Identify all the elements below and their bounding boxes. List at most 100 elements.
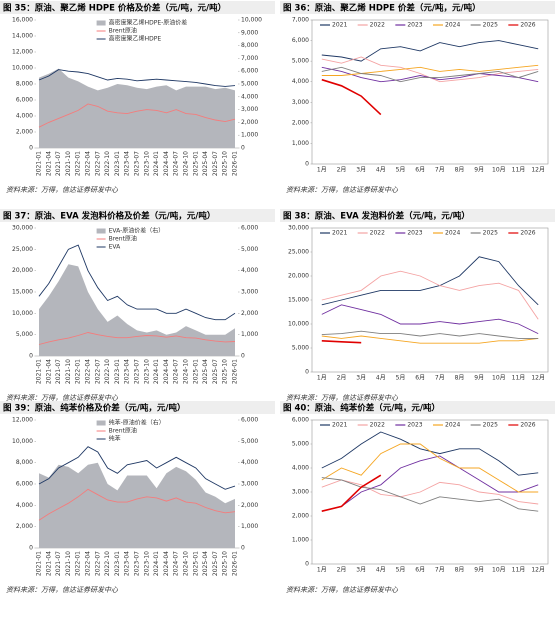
legend-label: 2025 bbox=[483, 230, 498, 237]
chart-title: 图 38：原油、EVA 发泡料价差（元/吨，元/吨） bbox=[283, 211, 470, 222]
x-tick-label: 7月 bbox=[435, 375, 445, 382]
x-tick-label: 2022-04 bbox=[85, 551, 92, 576]
x-tick-label: 2024-07 bbox=[173, 151, 180, 176]
x-tick-label: 3月 bbox=[356, 375, 366, 382]
x-tick-label: 2021-07 bbox=[55, 551, 62, 576]
y-tick-label: 20,000 bbox=[288, 273, 309, 280]
x-tick-label: 2022-10 bbox=[104, 359, 111, 384]
x-tick-label: 2021-07 bbox=[55, 359, 62, 384]
y-tick-label: 12,000 bbox=[12, 417, 33, 424]
chart-title: 图 40：原油、纯苯价差（元/吨，元/吨） bbox=[283, 403, 440, 414]
y-tick-label: 20,000 bbox=[12, 267, 33, 274]
x-tick-label: 8月 bbox=[455, 167, 465, 174]
line bbox=[38, 103, 236, 128]
y2-tick-label: 8,000 bbox=[241, 42, 258, 49]
x-tick-label: 2023-04 bbox=[124, 151, 131, 176]
x-tick-label: 8月 bbox=[455, 375, 465, 382]
x-tick-label: 4月 bbox=[376, 167, 386, 174]
legend-label: 2025 bbox=[483, 422, 498, 429]
y-tick-label: 10,000 bbox=[12, 310, 33, 317]
x-tick-label: 2025-07 bbox=[212, 359, 219, 384]
y2-tick-label: 0 bbox=[241, 353, 245, 360]
x-tick-label: 2021-10 bbox=[65, 551, 72, 576]
line bbox=[321, 431, 539, 476]
x-tick-label: 2022-01 bbox=[75, 359, 82, 384]
x-tick-label: 12月 bbox=[531, 167, 545, 174]
y-tick-label: 30,000 bbox=[12, 225, 33, 232]
x-tick-label: 2021-10 bbox=[65, 151, 72, 176]
x-tick-label: 2021-01 bbox=[36, 151, 43, 176]
x-tick-label: 5月 bbox=[396, 375, 406, 382]
x-tick-label: 3月 bbox=[356, 567, 366, 574]
title-bar bbox=[0, 1, 275, 14]
legend-label: 2023 bbox=[407, 22, 422, 29]
y-tick-label: 12,000 bbox=[12, 49, 33, 56]
y-tick-label: 7,000 bbox=[292, 17, 309, 24]
legend-label: 2025 bbox=[483, 22, 498, 29]
x-tick-label: 2026-01 bbox=[232, 551, 239, 576]
y2-tick-label: 5,000 bbox=[241, 438, 258, 445]
line bbox=[38, 446, 236, 490]
x-tick-label: 2月 bbox=[337, 375, 347, 382]
x-tick-label: 1月 bbox=[317, 167, 327, 174]
x-tick-label: 10月 bbox=[492, 375, 506, 382]
x-tick-label: 2021-01 bbox=[36, 359, 43, 384]
y-tick-label: 10,000 bbox=[12, 438, 33, 445]
x-tick-label: 2021-04 bbox=[45, 551, 52, 576]
x-tick-label: 2025-07 bbox=[212, 151, 219, 176]
y-tick-label: 6,000 bbox=[292, 37, 309, 44]
y-tick-label: 30,000 bbox=[288, 225, 309, 232]
y-tick-label: 10,000 bbox=[12, 65, 33, 72]
legend-label: 2021 bbox=[332, 22, 347, 29]
source-note: 资料来源：万得，信达证券研发中心 bbox=[286, 394, 399, 402]
x-tick-label: 12月 bbox=[531, 375, 545, 382]
y2-tick-label: 1,000 bbox=[241, 523, 258, 530]
y2-tick-label: 6,000 bbox=[241, 417, 258, 424]
area bbox=[39, 462, 235, 548]
y-tick-label: 3,000 bbox=[292, 489, 309, 496]
x-tick-label: 2025-01 bbox=[192, 359, 199, 384]
x-tick-label: 2月 bbox=[337, 567, 347, 574]
x-tick-label: 2022-07 bbox=[94, 359, 101, 384]
x-tick-label: 2022-10 bbox=[104, 551, 111, 576]
y2-tick-label: 6,000 bbox=[241, 68, 258, 75]
legend-swatch bbox=[96, 20, 106, 26]
x-tick-label: 6月 bbox=[415, 375, 425, 382]
x-tick-label: 2026-01 bbox=[232, 359, 239, 384]
y2-tick-label: 3,000 bbox=[241, 106, 258, 113]
x-tick-label: 2023-10 bbox=[143, 359, 150, 384]
legend-label: 高密度聚乙烯HDPE-原油价差 bbox=[109, 19, 188, 27]
y2-tick-label: 2,000 bbox=[241, 502, 258, 509]
x-tick-label: 2024-10 bbox=[183, 551, 190, 576]
x-tick-label: 11月 bbox=[512, 375, 526, 382]
y2-tick-label: 4,000 bbox=[241, 459, 258, 466]
legend-swatch bbox=[96, 420, 106, 426]
x-tick-label: 2024-04 bbox=[163, 151, 170, 176]
x-tick-label: 2024-01 bbox=[153, 151, 160, 176]
legend-label: 2023 bbox=[407, 422, 422, 429]
x-tick-label: 2023-07 bbox=[134, 551, 141, 576]
line bbox=[321, 64, 539, 76]
x-tick-label: 2024-01 bbox=[153, 551, 160, 576]
x-tick-label: 2022-01 bbox=[75, 151, 82, 176]
x-tick-label: 2022-10 bbox=[104, 151, 111, 176]
legend-label: 2022 bbox=[370, 422, 385, 429]
x-tick-label: 11月 bbox=[512, 567, 526, 574]
y-tick-label: 1,000 bbox=[292, 140, 309, 147]
x-tick-label: 2025-01 bbox=[192, 551, 199, 576]
y-tick-label: 4,000 bbox=[292, 465, 309, 472]
x-tick-label: 12月 bbox=[531, 567, 545, 574]
y2-tick-label: 9,000 bbox=[241, 29, 258, 36]
area bbox=[39, 264, 235, 356]
x-tick-label: 10月 bbox=[492, 567, 506, 574]
legend-label: Brent原油 bbox=[109, 27, 137, 35]
x-tick-label: 2025-04 bbox=[202, 359, 209, 384]
x-tick-label: 6月 bbox=[415, 567, 425, 574]
x-tick-label: 2024-04 bbox=[163, 551, 170, 576]
y-tick-label: 10,000 bbox=[288, 321, 309, 328]
y-tick-label: 2,000 bbox=[16, 129, 33, 136]
line bbox=[321, 270, 539, 320]
y-tick-label: 6,000 bbox=[16, 481, 33, 488]
x-tick-label: 2025-10 bbox=[222, 359, 229, 384]
